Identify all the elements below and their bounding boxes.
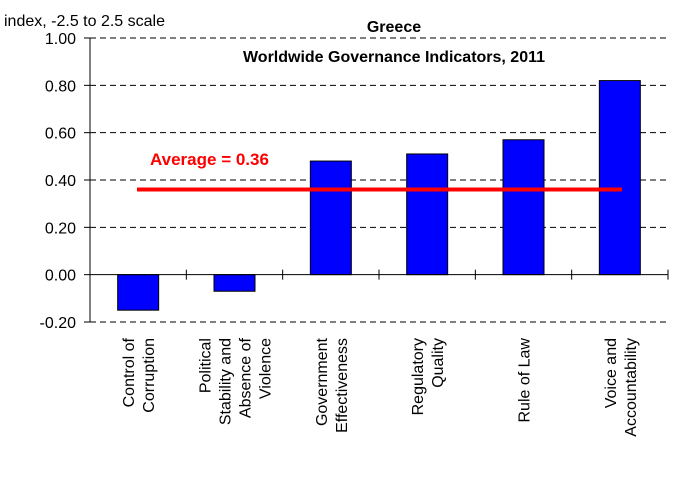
x-tick-label: Regulatory Quality — [410, 338, 447, 415]
chart-subtitle: Worldwide Governance Indicators, 2011 — [243, 49, 545, 66]
x-tick-label: Government Effectiveness — [314, 337, 351, 432]
x-tick-label-line: Absence of — [238, 337, 255, 418]
x-tick-label: Control of Corruption — [121, 337, 158, 412]
x-tick-label-line: Regulatory — [410, 338, 427, 415]
y-tick-label: 0.60 — [45, 126, 76, 143]
x-tick-label-line: Corruption — [141, 338, 158, 413]
bar — [117, 274, 160, 311]
bar — [406, 153, 449, 276]
bars — [117, 80, 641, 311]
y-tick-label: 0.40 — [45, 173, 76, 190]
bar — [598, 80, 641, 276]
x-tick-label-line: Government — [314, 337, 331, 426]
x-tick-label-line: Violence — [258, 338, 275, 399]
y-tick-label: 0.80 — [45, 78, 76, 95]
chart-title: Greece — [367, 19, 421, 36]
x-tick-label: Rule of Law — [517, 338, 534, 423]
y-tick-label: 1.00 — [45, 31, 76, 48]
y-tick-label: 0.20 — [45, 220, 76, 237]
average-label: Average = 0.36 — [150, 150, 269, 169]
x-tick-label: Political Stability and Absence of Violence — [198, 337, 275, 425]
axes — [84, 37, 669, 323]
y-tick-label: 0.00 — [45, 268, 76, 285]
y-axis-label: index, -2.5 to 2.5 scale — [4, 13, 165, 30]
x-tick-label-line: Rule of Law — [517, 338, 534, 423]
x-tick-label-line: Quality — [430, 338, 447, 388]
x-tick-label-line: Effectiveness — [334, 338, 351, 433]
gridlines — [90, 37, 668, 323]
y-tick-label: -0.20 — [40, 315, 77, 332]
bar — [502, 139, 545, 276]
x-tick-label-line: Stability and — [218, 338, 235, 425]
y-tick-labels: 1.00 0.80 0.60 0.40 0.20 0.00 -0.20 — [40, 31, 77, 332]
bar — [213, 274, 256, 292]
x-tick-label-line: Political — [198, 338, 215, 393]
average-line-group: Average = 0.36 — [137, 150, 622, 192]
bar — [309, 160, 352, 276]
x-tick-labels: Control of Corruption Political Stability a… — [121, 337, 640, 436]
x-tick-label-line: Accountability — [623, 338, 640, 437]
x-tick-label-line: Control of — [121, 337, 138, 407]
x-tick-label-line: Voice and — [603, 338, 620, 408]
x-tick-label: Voice and Accountability — [603, 338, 640, 437]
